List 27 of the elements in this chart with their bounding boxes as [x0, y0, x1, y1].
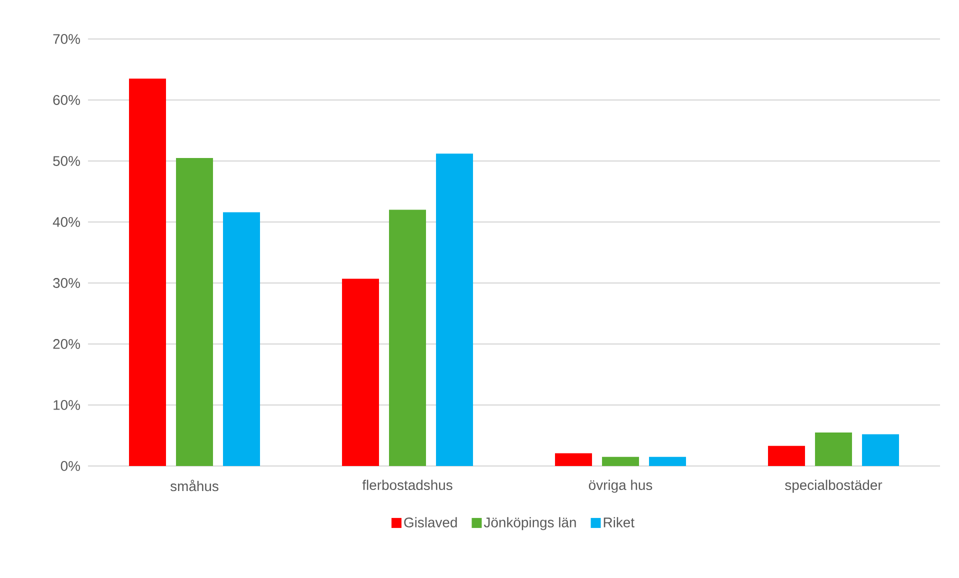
bar [602, 456, 640, 466]
bar [815, 432, 852, 466]
bar [436, 154, 474, 466]
bar [389, 210, 426, 466]
y-tick-label: 60% [53, 95, 80, 105]
x-tick-label: flerbostadshus [362, 480, 452, 490]
bar [862, 434, 900, 466]
x-tick-label: småhus [170, 480, 218, 492]
y-tick-label: 40% [52, 217, 80, 227]
x-tick-label: övriga hus [588, 480, 652, 493]
y-tick-label: 20% [53, 339, 80, 349]
bar [649, 456, 686, 466]
y-tick-label: 50% [53, 156, 80, 166]
legend-label: Jönköpings län [484, 517, 576, 530]
bar [342, 278, 380, 466]
bar [129, 78, 166, 466]
y-tick-label: 10% [54, 400, 80, 410]
bar [223, 212, 260, 466]
x-tick-label: specialbostäder [785, 480, 882, 493]
y-tick-label: 0% [60, 461, 80, 471]
y-tick-label: 70% [53, 34, 80, 44]
bar [555, 453, 592, 466]
legend-label: Riket [604, 517, 634, 528]
legend-label: Gislaved [404, 517, 457, 528]
bar [176, 158, 213, 466]
y-tick-label: 30% [53, 278, 80, 288]
bar [768, 446, 806, 466]
